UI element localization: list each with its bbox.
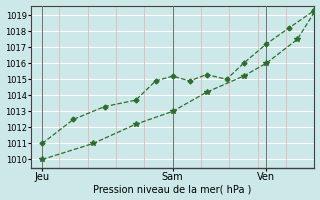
X-axis label: Pression niveau de la mer( hPa ): Pression niveau de la mer( hPa ) bbox=[93, 184, 252, 194]
